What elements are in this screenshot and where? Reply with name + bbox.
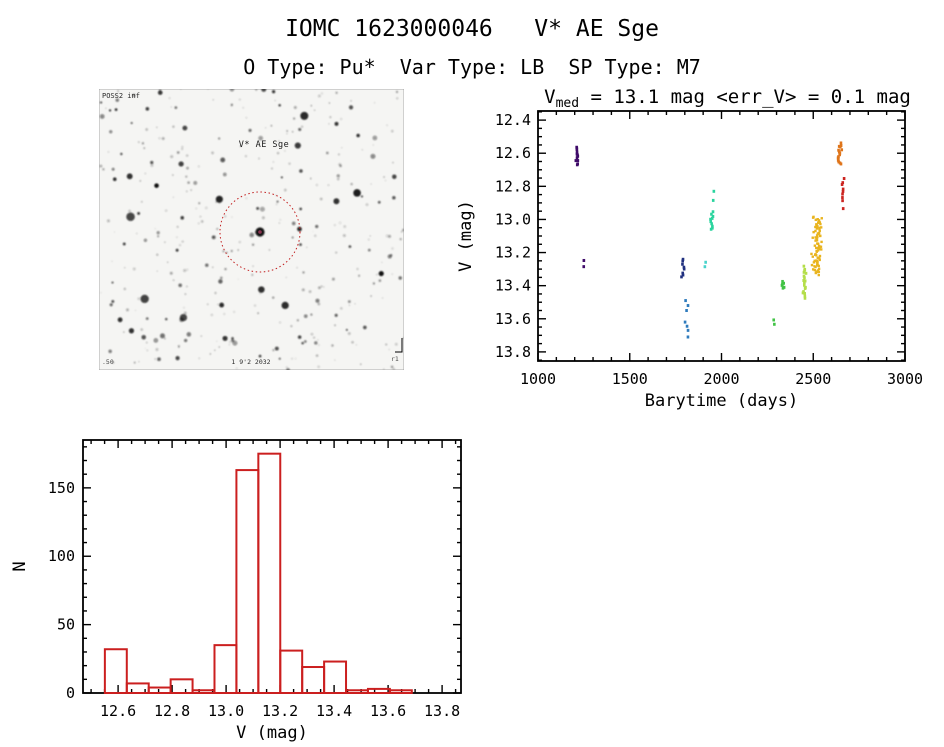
histogram-bar xyxy=(388,689,413,694)
finding-chart: V* AE Sge POSS2 inf 1 9'2 2032 .50 r1 xyxy=(98,86,405,374)
histogram-axes: 12.6 12.8 13.0 13.2 13.4 13.6 13.8 0 50 100 150 V (… xyxy=(10,439,462,743)
scale-bracket xyxy=(395,338,403,353)
y-tick-label: 12.8 xyxy=(495,177,531,195)
survey-label: POSS2 inf xyxy=(102,92,140,100)
x-tick-label: 1000 xyxy=(520,370,556,388)
lightcurve-svg: 1000 1500 2000 2500 3000 12.4 12.6 12.8 13.0 13.2… xyxy=(456,86,923,411)
histogram-bar xyxy=(345,689,369,694)
y-axis-label: N xyxy=(10,561,30,571)
y-tick-label: 12.6 xyxy=(495,144,531,162)
x-tick-label: 12.6 xyxy=(100,702,136,720)
histogram-bar xyxy=(323,660,348,694)
y-tick-label: 13.2 xyxy=(495,244,531,262)
x-tick-label: 1500 xyxy=(612,370,648,388)
star-field xyxy=(99,86,405,372)
y-tick-label: 0 xyxy=(66,684,75,702)
histogram-bar xyxy=(235,469,260,694)
histogram-bar xyxy=(366,687,391,695)
x-axis-label: V (mag) xyxy=(236,723,308,743)
y-tick-label: 12.4 xyxy=(495,111,531,129)
histogram-bar xyxy=(147,686,172,694)
y-tick-label: 50 xyxy=(57,616,75,634)
lightcurve-plot: 1000 1500 2000 2500 3000 12.4 12.6 12.8 13.0 13.2… xyxy=(455,85,944,424)
magnitude-histogram: 12.6 12.8 13.0 13.2 13.4 13.6 13.8 0 50 100 150 V (… xyxy=(10,425,480,747)
y-tick-label: 13.8 xyxy=(495,343,531,361)
y-tick-label: 100 xyxy=(48,547,75,565)
x-tick-label: 3000 xyxy=(887,370,923,388)
histogram-svg: 12.6 12.8 13.0 13.2 13.4 13.6 13.8 0 50 100 150 V (… xyxy=(10,439,462,743)
histogram-bars xyxy=(103,452,413,695)
histogram-bar xyxy=(257,452,282,695)
x-tick-label: 2500 xyxy=(795,370,831,388)
page-title: IOMC 1623000046 V* AE Sge xyxy=(285,16,659,42)
plot-title: Vmed = 13.1 mag <err_V> = 0.1 mag xyxy=(544,86,911,111)
histogram-bar xyxy=(169,678,194,695)
x-tick-label: 13.0 xyxy=(208,702,244,720)
histogram-bar xyxy=(279,649,304,695)
target-marker-circle xyxy=(219,191,301,273)
x-tick-label: 13.8 xyxy=(424,702,460,720)
x-tick-label: 12.8 xyxy=(154,702,190,720)
x-tick-label: 2000 xyxy=(703,370,739,388)
chart-bottom-label: 1 9'2 2032 xyxy=(231,358,270,366)
finding-chart-image: V* AE Sge POSS2 inf 1 9'2 2032 .50 r1 xyxy=(98,86,405,372)
chart-corner-right-label: r1 xyxy=(391,355,399,363)
histogram-bar xyxy=(191,689,216,694)
y-tick-label: 13.4 xyxy=(495,277,531,295)
x-tick-label: 13.4 xyxy=(316,702,352,720)
page-subtitle: O Type: Pu* Var Type: LB SP Type: M7 xyxy=(243,55,701,79)
lightcurve-axes: 1000 1500 2000 2500 3000 12.4 12.6 12.8 13.0 13.2… xyxy=(456,86,923,411)
x-axis-label: Barytime (days) xyxy=(645,391,799,411)
x-tick-label: 13.6 xyxy=(370,702,406,720)
x-tick-label: 13.2 xyxy=(262,702,298,720)
y-tick-label: 150 xyxy=(48,479,75,497)
histogram-bar xyxy=(103,648,128,694)
lightcurve-points xyxy=(574,141,846,339)
target-name-label: V* AE Sge xyxy=(239,140,290,150)
y-tick-label: 13.0 xyxy=(495,210,531,228)
y-tick-label: 13.6 xyxy=(495,310,531,328)
y-axis-label: V (mag) xyxy=(456,200,476,272)
chart-corner-left-label: .50 xyxy=(102,358,114,366)
